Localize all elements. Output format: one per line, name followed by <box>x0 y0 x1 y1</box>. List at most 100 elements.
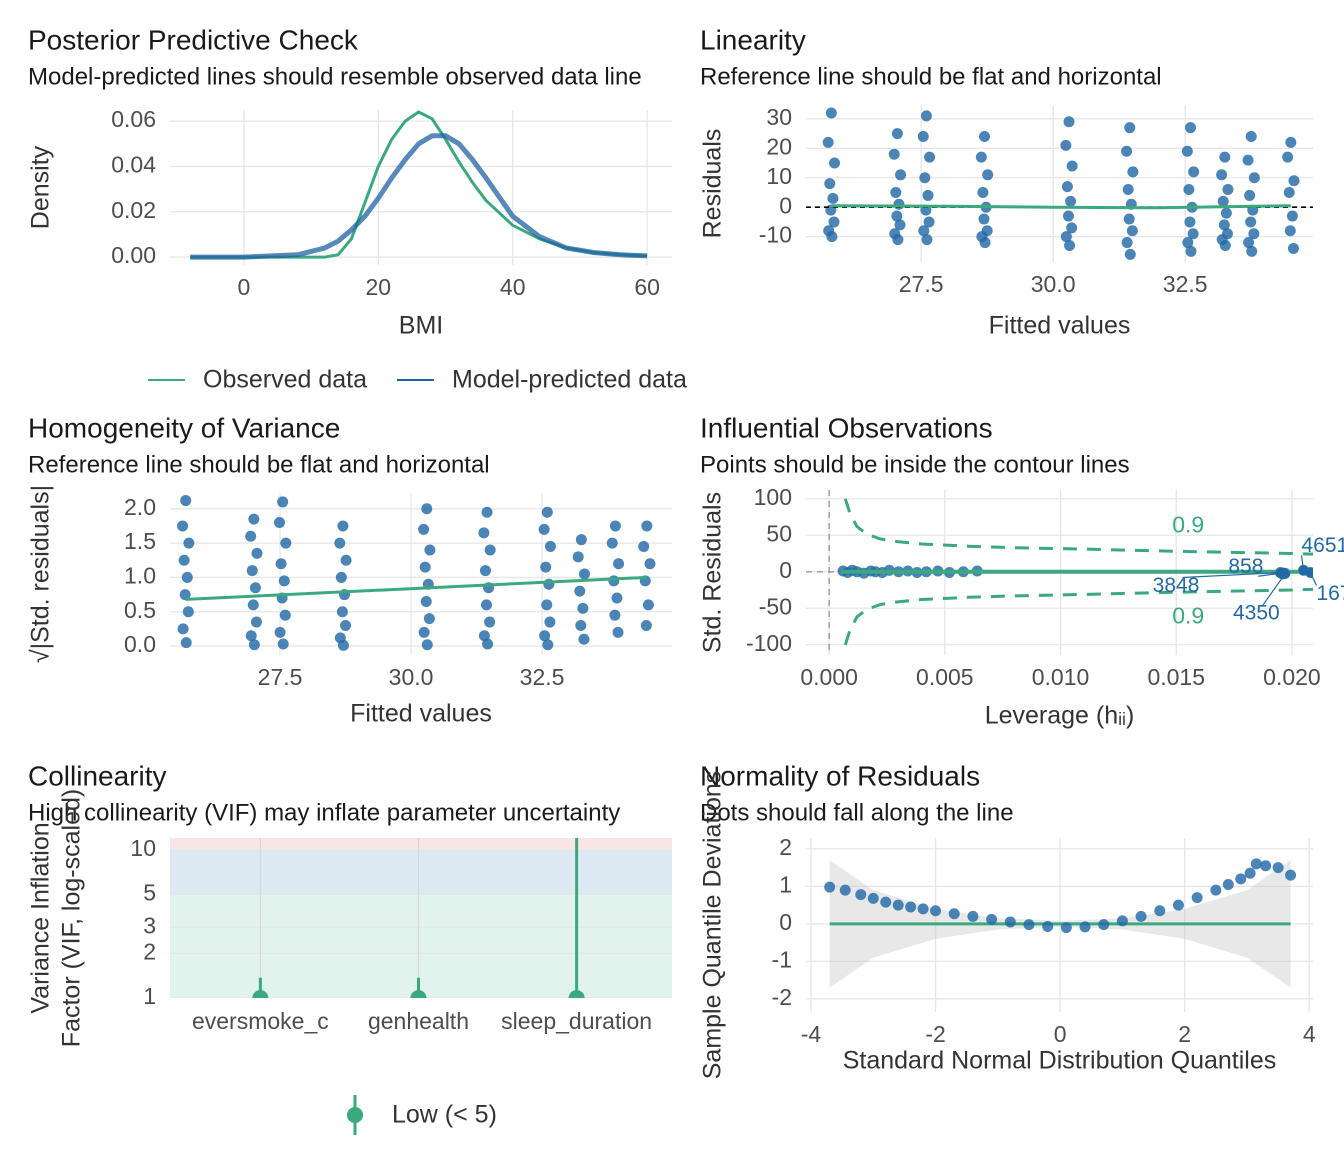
data-point <box>1188 166 1200 178</box>
data-point <box>1124 122 1136 134</box>
y-tick-label: 2 <box>143 938 156 964</box>
x-tick-label: -4 <box>801 1021 822 1047</box>
data-point <box>418 626 430 638</box>
data-point <box>609 520 621 532</box>
data-point <box>977 186 989 198</box>
x-tick-label: 27.5 <box>258 664 303 690</box>
data-point <box>1243 237 1255 249</box>
y-tick-label: 2 <box>779 834 792 860</box>
plot-area <box>806 105 1313 262</box>
data-point <box>246 565 258 577</box>
data-point <box>1023 919 1035 931</box>
x-tick-label: 2 <box>1178 1021 1191 1047</box>
x-axis-label: Standard Normal Distribution Quantiles <box>843 1047 1277 1075</box>
data-point <box>421 503 433 515</box>
data-point <box>921 234 933 246</box>
legend-label: Low (< 5) <box>392 1101 497 1129</box>
data-point <box>930 905 942 917</box>
data-point <box>1181 145 1193 157</box>
data-point <box>979 131 991 143</box>
data-point <box>891 210 903 222</box>
data-point <box>1060 231 1072 243</box>
data-point <box>275 558 287 570</box>
x-tick-label: 60 <box>634 274 660 300</box>
data-point <box>419 561 431 573</box>
data-point <box>975 151 987 163</box>
data-point <box>825 107 837 119</box>
data-point <box>1060 922 1072 934</box>
y-tick-label: 100 <box>754 484 792 510</box>
panel-subtitle: Dots should fall along the line <box>700 799 1014 826</box>
data-point <box>575 619 587 631</box>
panel-subtitle: Reference line should be flat and horizo… <box>28 451 490 478</box>
data-point <box>867 892 879 904</box>
panel: Collinearity High collinearity (VIF) may … <box>27 760 672 1135</box>
data-point <box>1064 240 1076 252</box>
data-point <box>1182 237 1194 249</box>
data-point <box>183 537 195 549</box>
y-tick-label: 0 <box>779 557 792 583</box>
data-point <box>644 558 656 570</box>
x-tick-label: 32.5 <box>1163 271 1208 297</box>
data-point <box>986 913 998 925</box>
data-point <box>641 520 653 532</box>
y-tick-label: 50 <box>766 520 792 546</box>
data-point <box>1245 131 1257 143</box>
data-point <box>280 537 292 549</box>
y-tick-label: 0 <box>779 192 792 218</box>
data-point <box>1123 213 1135 225</box>
data-point <box>1286 210 1298 222</box>
data-point <box>891 128 903 140</box>
data-point <box>1260 860 1272 872</box>
data-point <box>278 575 290 587</box>
data-point <box>1060 139 1072 151</box>
point-label: 858 <box>1228 555 1263 578</box>
data-point <box>182 606 194 618</box>
data-point <box>918 225 930 237</box>
data-point <box>1135 910 1147 922</box>
data-point <box>640 619 652 631</box>
data-point <box>250 616 262 628</box>
data-point <box>1122 184 1134 196</box>
smooth-line <box>831 204 1291 210</box>
data-point <box>251 547 263 559</box>
data-point <box>1124 248 1136 260</box>
data-point <box>245 630 257 642</box>
data-point <box>922 189 934 201</box>
y-tick-label: 1.5 <box>124 528 156 554</box>
data-point <box>1216 169 1228 181</box>
smooth-line <box>185 575 647 601</box>
data-point <box>578 633 590 645</box>
x-tick-label: 20 <box>366 274 392 300</box>
data-point <box>1191 892 1203 904</box>
data-point <box>608 575 620 587</box>
plot-area <box>170 493 672 655</box>
data-point <box>1287 242 1299 254</box>
data-point <box>484 616 496 628</box>
cook-contour <box>843 587 1313 646</box>
y-tick-label: 30 <box>766 104 792 130</box>
data-point <box>982 169 994 181</box>
x-tick-label: 30.0 <box>1031 271 1076 297</box>
data-point <box>611 592 623 604</box>
data-point <box>1184 122 1196 134</box>
x-tick-label: 30.0 <box>389 664 434 690</box>
data-point <box>423 613 435 625</box>
x-tick-label: eversmoke_c <box>192 1008 329 1034</box>
data-point <box>967 910 979 922</box>
point-label: 3848 <box>1153 574 1200 597</box>
panel-title: Homogeneity of Variance <box>28 412 340 443</box>
label-connector <box>1258 572 1281 577</box>
data-point <box>478 630 490 642</box>
data-point <box>1222 879 1234 890</box>
y-tick-label: 0.02 <box>111 197 156 223</box>
data-point <box>1121 237 1133 249</box>
x-tick-label: 0 <box>1054 1021 1067 1047</box>
data-point <box>274 517 286 529</box>
y-tick-label: 3 <box>143 912 156 938</box>
x-tick-label: 0.015 <box>1147 664 1205 690</box>
data-point <box>1061 181 1073 193</box>
y-tick-label: -100 <box>746 630 792 656</box>
data-point <box>577 602 589 614</box>
